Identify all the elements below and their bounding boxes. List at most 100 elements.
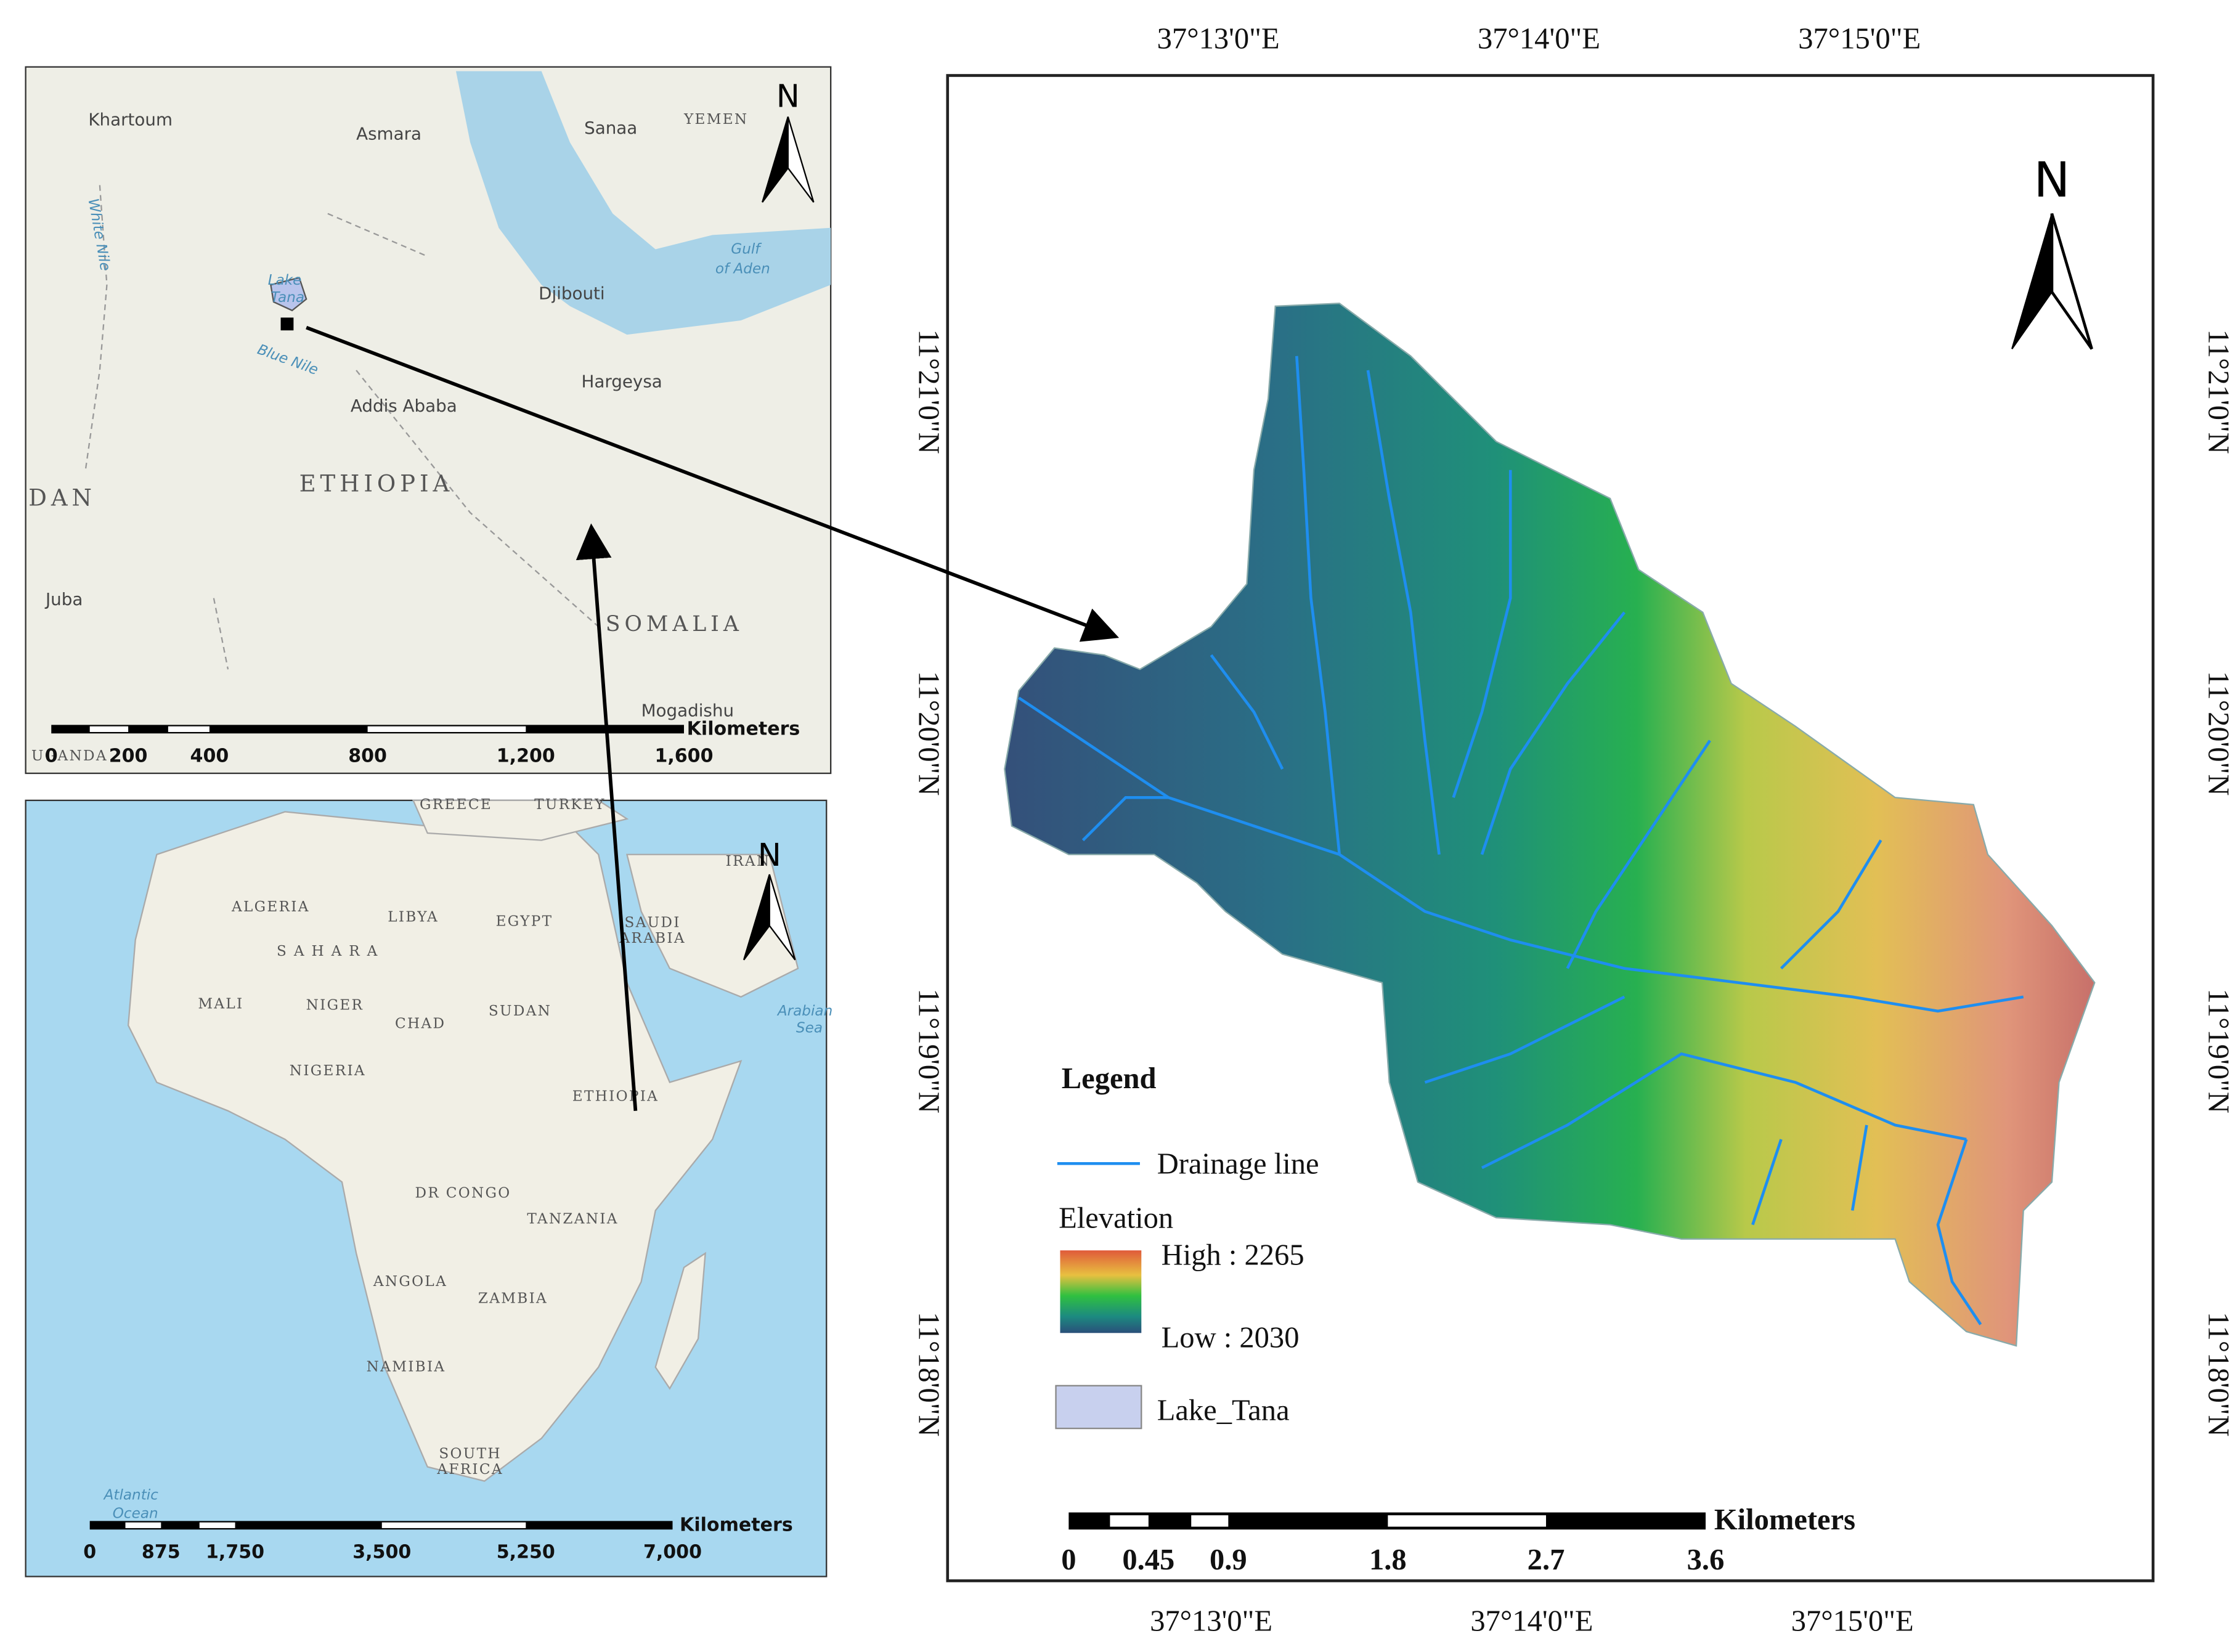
place: ETHIOPIA	[299, 470, 454, 497]
place: Sea	[796, 1020, 823, 1036]
place: AFRICA	[436, 1462, 503, 1478]
place: SOUTH	[439, 1446, 501, 1462]
drainage-line	[1566, 739, 1711, 969]
place: Addis Ababa	[351, 396, 457, 416]
scale-bar-bar	[1068, 1512, 1706, 1530]
place: TURKEY	[534, 797, 606, 813]
place: S A H A R A	[277, 943, 379, 959]
north-arrow: N	[2011, 152, 2093, 350]
scale-tick-label: 5,250	[497, 1541, 555, 1563]
place: DAN	[28, 484, 96, 511]
latitude-label: 11°21'0"N	[2202, 329, 2230, 454]
longitude-label: 37°14'0"E	[1470, 1605, 1593, 1637]
place: Juba	[44, 589, 83, 609]
place: EGYPT	[496, 913, 553, 929]
place-labels: GREECE TURKEY IRAN ALGERIA LIBYA EGYPT SAUDIAR…	[103, 797, 833, 1522]
scale-bar-segment	[125, 1522, 161, 1528]
drainage-line	[1452, 470, 1512, 799]
drainage-line	[1018, 696, 2024, 1013]
place: Hargeysa	[581, 372, 662, 392]
scale-bar-segment	[367, 726, 526, 732]
scale-bar: Kilometers 0 875 1,750 3,500 5,250 7,000	[83, 1515, 793, 1563]
drainage-line	[1295, 356, 1341, 855]
longitude-label: 37°13'0"E	[1157, 23, 1280, 55]
legend-ramp	[1060, 1250, 1142, 1333]
main-map: N 37°13'0"E 37°14'0"E 37°15'0"E 37°13'0"…	[913, 23, 2230, 1638]
place: Lake	[268, 272, 302, 288]
place: Ocean	[113, 1506, 158, 1522]
africa-land	[127, 811, 743, 1482]
legend-label: Drainage line	[1157, 1147, 1319, 1180]
place: ALGERIA	[231, 899, 310, 915]
place: CHAD	[395, 1016, 446, 1032]
scale-tick-label: 2.7	[1528, 1544, 1565, 1576]
north-arrow: N	[743, 837, 796, 961]
scale-tick-label: 1,750	[206, 1541, 264, 1563]
latitude-label: 11°20'0"N	[913, 671, 945, 795]
latitude-label: 11°19'0"N	[2202, 988, 2230, 1113]
inset-frame	[25, 66, 832, 775]
place: NAMIBIA	[367, 1359, 446, 1375]
legend-label: Lake_Tana	[1157, 1394, 1290, 1426]
place: Atlantic	[103, 1487, 159, 1503]
place: Khartoum	[88, 109, 173, 129]
place: ARABIA	[619, 930, 685, 946]
pointer-arrow	[306, 325, 1120, 642]
north-arrow-shape	[2050, 213, 2093, 350]
latitude-label: 11°20'0"N	[2202, 671, 2230, 795]
scale-bar: Kilometers 0 0.45 0.9 1.8 2.7 3.6	[1061, 1503, 1855, 1576]
place: GREECE	[420, 797, 492, 813]
latitude-label: 11°18'0"N	[913, 1312, 945, 1436]
scale-tick-label: 200	[109, 746, 148, 767]
pointer-arrow	[576, 523, 638, 1111]
place: ETHIOPIA	[572, 1089, 659, 1105]
place: UGANDA	[31, 748, 108, 764]
latitude-labels: 11°21'0"N 11°21'0"N 11°20'0"N 11°20'0"N 11°1…	[913, 329, 2230, 1436]
place: LIBYA	[388, 909, 439, 925]
sea	[455, 71, 831, 335]
north-arrow-shape	[787, 116, 815, 203]
drainage-line	[1366, 370, 1441, 855]
place: YEMEN	[683, 112, 748, 128]
north-label: N	[2034, 152, 2070, 208]
scale-tick-label: 0	[83, 1541, 96, 1563]
scale-tick-label: 0	[1061, 1544, 1076, 1576]
scale-bar-segment	[381, 1522, 526, 1528]
scale-ticks: 0 0.45 0.9 1.8 2.7 3.6	[1061, 1544, 1724, 1576]
place: MALI	[198, 996, 243, 1012]
africa-inset: GREECE TURKEY IRAN ALGERIA LIBYA EGYPT SAUDIAR…	[25, 797, 833, 1577]
north-arrow-shape	[768, 874, 796, 961]
scale-tick-label: 1.8	[1369, 1544, 1407, 1576]
drainage-line	[1081, 654, 1284, 842]
longitude-label: 37°15'0"E	[1798, 23, 1921, 55]
place: of Aden	[715, 261, 770, 277]
scale-tick-label: 800	[348, 746, 387, 767]
scale-bar-segment	[1191, 1515, 1229, 1527]
watershed	[1004, 303, 2096, 1347]
scale-tick-label: 0.9	[1210, 1544, 1247, 1576]
north-label: N	[776, 78, 800, 114]
place: Arabian	[776, 1003, 832, 1019]
legend: Legend Drainage line Elevation High : 22…	[1055, 1062, 1319, 1430]
place: Tana	[271, 290, 304, 306]
longitude-label: 37°13'0"E	[1150, 1605, 1272, 1637]
scale-tick-label: 400	[190, 746, 229, 767]
scale-unit: Kilometers	[680, 1515, 793, 1536]
place: SUDAN	[489, 1003, 551, 1019]
legend-label: Elevation	[1059, 1202, 1173, 1234]
place: ANGOLA	[373, 1274, 447, 1290]
place: DR CONGO	[415, 1186, 511, 1202]
place: NIGER	[306, 998, 364, 1014]
drainage-line	[1751, 1125, 1982, 1325]
legend-label: High : 2265	[1162, 1239, 1304, 1271]
place: Asmara	[356, 124, 421, 144]
study-area-marker	[280, 317, 294, 331]
latitude-label: 11°19'0"N	[913, 988, 945, 1113]
place: Gulf	[731, 241, 762, 257]
scale-ticks: 0 200 400 800 1,200 1,600	[45, 746, 714, 767]
scale-tick-label: 7,000	[643, 1541, 702, 1563]
place: SOMALIA	[606, 612, 743, 637]
scale-tick-label: 3.6	[1687, 1544, 1725, 1576]
scale-tick-label: 0.45	[1122, 1544, 1174, 1576]
